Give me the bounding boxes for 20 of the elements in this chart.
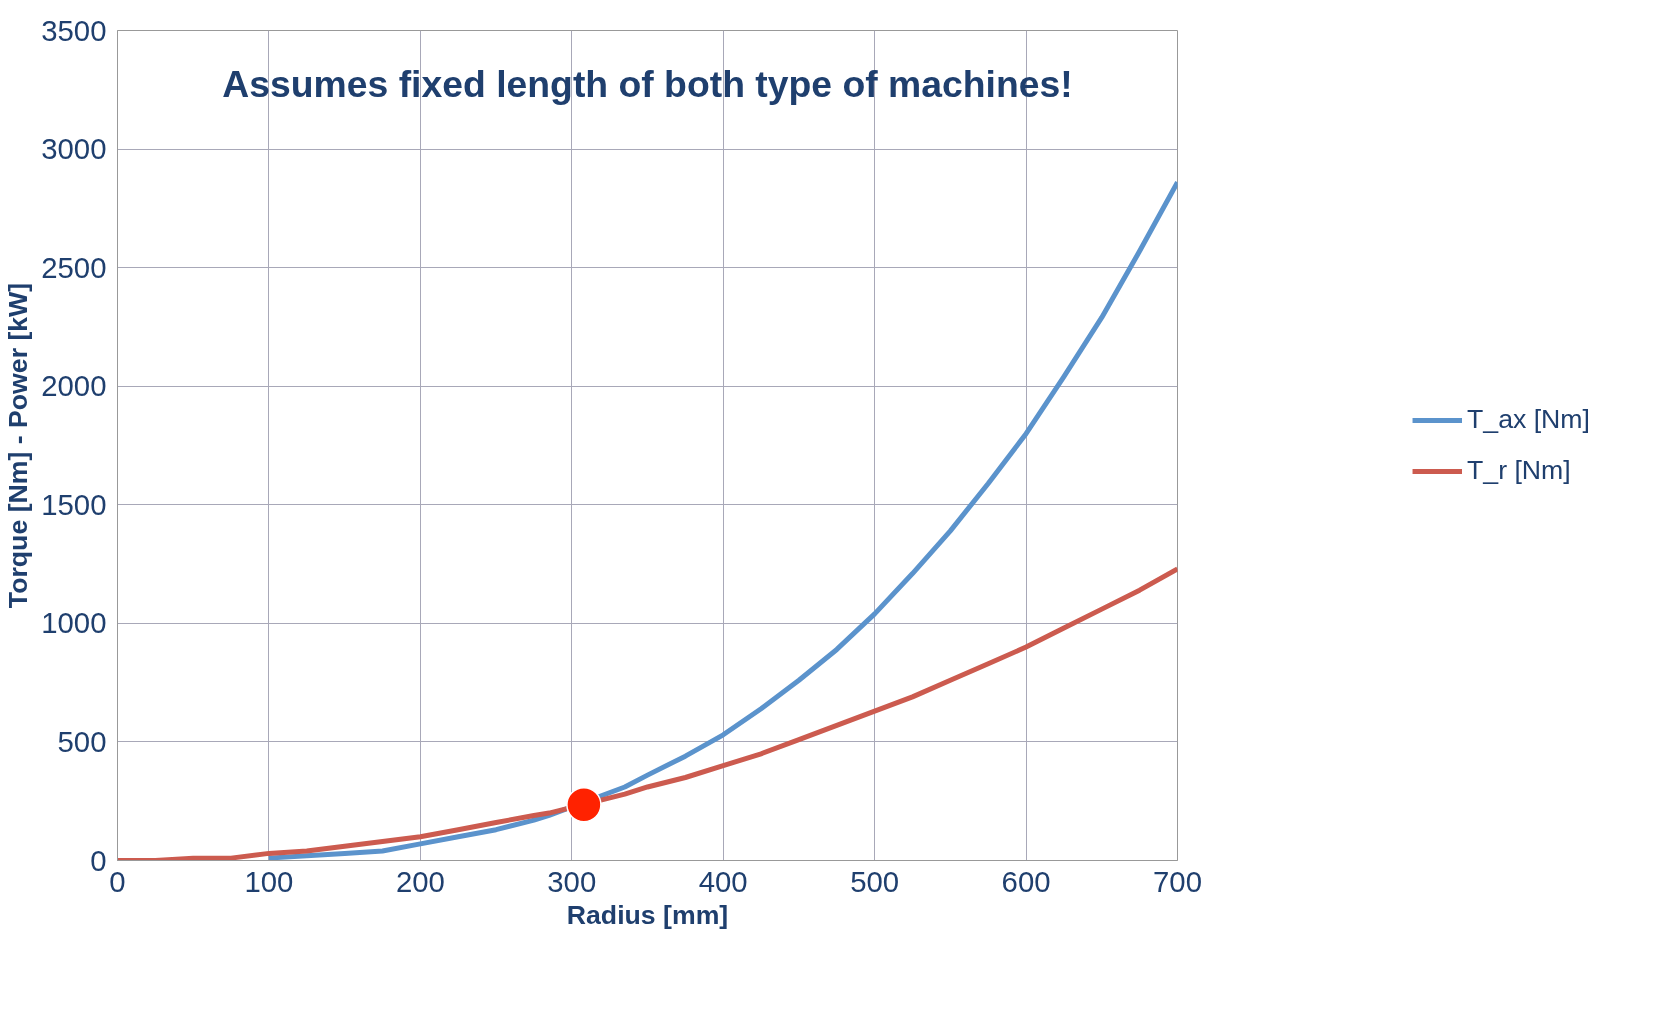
x-tick-label: 200 bbox=[395, 864, 445, 898]
x-tick-label: 100 bbox=[244, 864, 294, 898]
x-tick-label: 700 bbox=[1153, 864, 1202, 898]
legend-label: T_ax [Nm] bbox=[1467, 404, 1590, 435]
y-tick-label: 3500 bbox=[41, 13, 107, 47]
legend-label: T_r [Nm] bbox=[1467, 455, 1571, 486]
y-tick-label: 1000 bbox=[41, 606, 107, 640]
x-tick-label: 300 bbox=[547, 864, 597, 898]
y-tick-label: 3000 bbox=[41, 132, 107, 166]
annotation: Assumes fixed length of both type of machines! bbox=[222, 63, 1073, 106]
x-tick-label: 400 bbox=[698, 864, 748, 898]
y-tick-label: 2500 bbox=[41, 250, 107, 284]
x-tick-label: 500 bbox=[850, 864, 900, 898]
y-tick-label: 500 bbox=[57, 724, 107, 758]
y-tick-label: 0 bbox=[90, 843, 107, 877]
y-tick-label: 2000 bbox=[41, 369, 107, 403]
y-tick-label: 1500 bbox=[41, 487, 107, 521]
x-axis-title: Radius [mm] bbox=[566, 899, 729, 930]
x-tick-label: 600 bbox=[1001, 864, 1051, 898]
y-axis-title: Torque [Nm] - Power [kW] bbox=[3, 282, 34, 609]
